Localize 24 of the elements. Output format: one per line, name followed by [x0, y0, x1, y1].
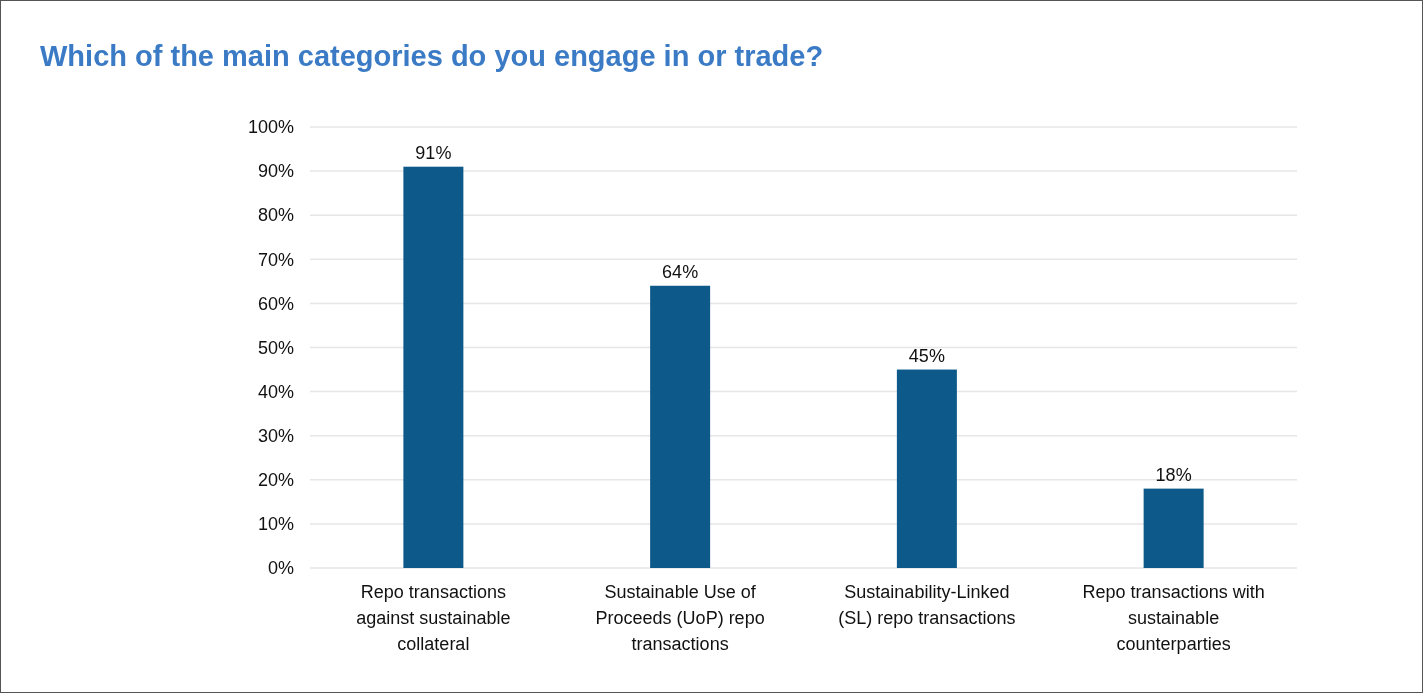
y-tick-label: 10% — [257, 514, 294, 535]
y-tick-label: 0% — [267, 558, 294, 579]
y-tick-label: 60% — [257, 293, 294, 314]
y-tick-label: 70% — [257, 249, 294, 270]
data-label: 45% — [908, 345, 945, 366]
y-tick-label: 20% — [257, 470, 294, 491]
data-label: 18% — [1155, 464, 1192, 485]
y-tick-label: 50% — [257, 337, 294, 358]
x-tick-label: Repo transactions with sustainable counterparties — [1082, 582, 1265, 654]
chart-title: Which of the main categories do you engage in or trade? — [40, 40, 824, 72]
y-tick-label: 90% — [257, 161, 294, 182]
x-tick-label: Sustainability-Linked (SL) repo transactions — [838, 582, 1016, 628]
y-tick-label: 30% — [257, 425, 294, 446]
x-tick-label: Repo transactions against sustainable collateral — [356, 582, 511, 654]
bar — [650, 285, 711, 568]
data-label: 64% — [662, 261, 699, 282]
y-tick-label: 80% — [257, 205, 294, 226]
y-tick-label: 40% — [257, 381, 294, 402]
data-label: 91% — [415, 142, 452, 163]
bar — [403, 166, 464, 568]
x-tick-label: Sustainable Use of Proceeds (UoP) repo transactions — [595, 582, 765, 654]
y-tick-label: 100% — [247, 117, 294, 138]
bar — [896, 369, 957, 568]
bar — [1143, 488, 1204, 568]
